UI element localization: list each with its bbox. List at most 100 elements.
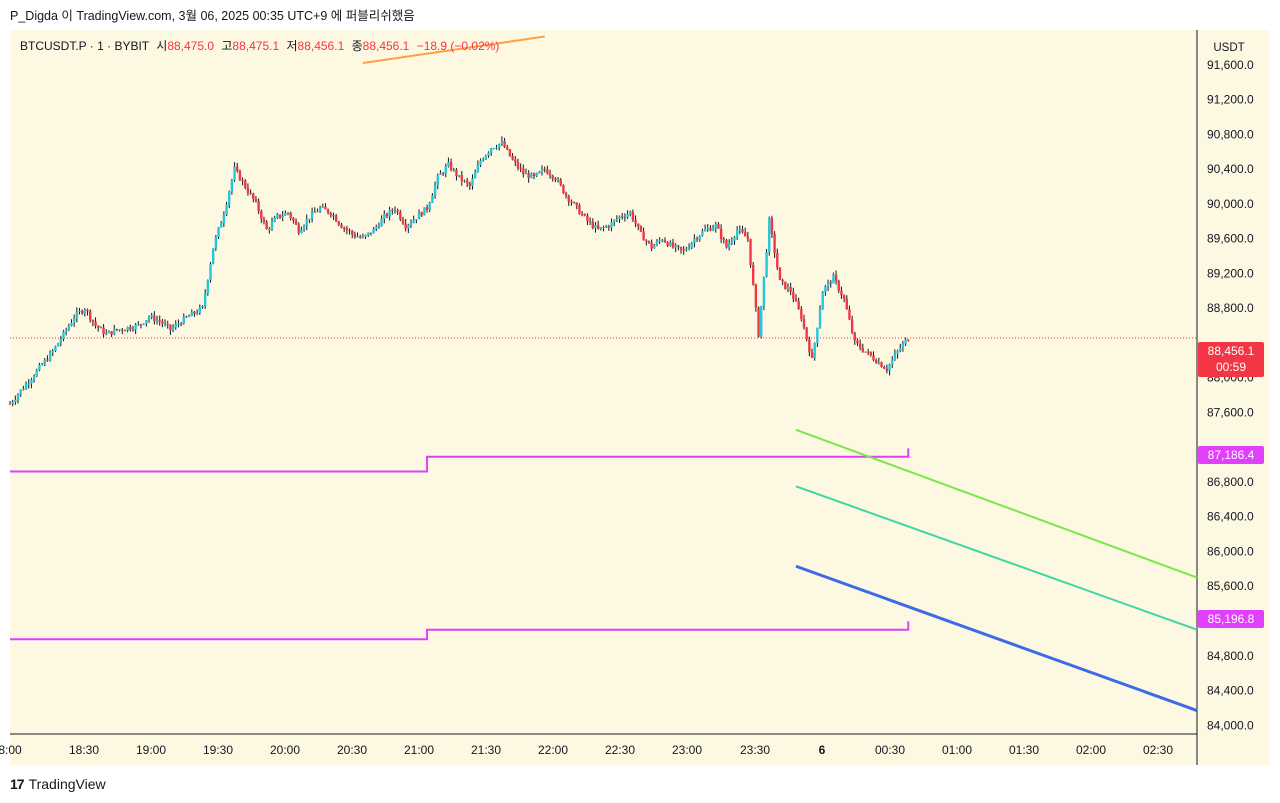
candle-body bbox=[813, 343, 816, 358]
candle-body bbox=[238, 170, 242, 181]
candle-body bbox=[519, 167, 522, 169]
candle-body bbox=[228, 191, 231, 205]
candle-body bbox=[719, 228, 723, 239]
candle-body bbox=[201, 306, 204, 308]
candle-body bbox=[367, 232, 370, 236]
close-value: 88,456.1 bbox=[362, 39, 410, 53]
candle-body bbox=[615, 219, 619, 221]
candle-body bbox=[276, 214, 279, 218]
candle-body bbox=[425, 207, 429, 210]
candle-body bbox=[770, 218, 774, 234]
candle-body bbox=[305, 219, 308, 226]
x-tick-label: 20:00 bbox=[270, 743, 300, 757]
candle-body bbox=[888, 364, 891, 371]
candle-body bbox=[629, 211, 632, 215]
candle-body bbox=[551, 175, 554, 179]
x-tick-label: 21:30 bbox=[471, 743, 501, 757]
tradingview-logo[interactable]: 17 TradingView bbox=[10, 774, 106, 794]
candle-body bbox=[514, 159, 517, 162]
candle-body bbox=[230, 179, 234, 192]
low-value: 88,456.1 bbox=[297, 39, 345, 53]
candle-body bbox=[893, 353, 897, 360]
level-line bbox=[10, 621, 910, 641]
candle-body bbox=[158, 320, 161, 322]
candle-body bbox=[423, 207, 426, 216]
candle-body bbox=[848, 309, 851, 320]
x-tick-label: 00:30 bbox=[875, 743, 905, 757]
candle-body bbox=[401, 219, 405, 224]
candle-body bbox=[778, 267, 782, 280]
candle-body bbox=[562, 184, 565, 194]
candle-body bbox=[19, 389, 22, 395]
current-price-tag: 88,456.1 00:59 bbox=[1198, 342, 1264, 377]
y-tick-label: 90,000.0 bbox=[1207, 197, 1254, 211]
candle-body bbox=[604, 226, 608, 228]
level-line bbox=[10, 448, 910, 473]
candle-body bbox=[500, 140, 504, 145]
candle-body bbox=[829, 282, 832, 284]
candle-body bbox=[8, 403, 12, 405]
candle-body bbox=[310, 211, 314, 219]
candle-body bbox=[727, 243, 731, 248]
candle-body bbox=[439, 173, 442, 176]
currency-button[interactable]: USDT bbox=[1213, 42, 1245, 54]
candle-body bbox=[802, 318, 806, 328]
candle-body bbox=[599, 227, 603, 229]
candle-body bbox=[508, 149, 512, 157]
candle-body bbox=[698, 235, 701, 240]
y-tick-label: 90,400.0 bbox=[1207, 162, 1254, 176]
candle-body bbox=[826, 282, 830, 287]
candle-body bbox=[134, 324, 137, 330]
candle-body bbox=[465, 180, 469, 184]
candle-body bbox=[591, 221, 595, 229]
candle-body bbox=[297, 224, 300, 233]
candle-body bbox=[385, 214, 389, 217]
candle-body bbox=[883, 367, 886, 369]
y-tick-label: 91,200.0 bbox=[1207, 93, 1254, 107]
candle-body bbox=[642, 231, 645, 241]
candle-body bbox=[153, 315, 156, 322]
candle-body bbox=[380, 218, 383, 227]
candle-body bbox=[511, 156, 514, 160]
candle-body bbox=[575, 202, 578, 206]
candle-body bbox=[899, 348, 902, 351]
candle-body bbox=[530, 173, 533, 179]
candle-body bbox=[195, 313, 199, 315]
x-tick-label: 19:30 bbox=[203, 743, 233, 757]
x-tick-label: 8:00 bbox=[0, 743, 22, 757]
candle-body bbox=[682, 249, 685, 251]
candle-body bbox=[498, 144, 501, 148]
candle-body bbox=[548, 173, 552, 176]
candle-body bbox=[583, 214, 586, 216]
candle-body bbox=[618, 216, 621, 220]
chart-area[interactable] bbox=[10, 30, 1270, 765]
candle-body bbox=[522, 168, 525, 175]
candle-body bbox=[532, 173, 536, 177]
candle-body bbox=[623, 217, 627, 219]
candle-body bbox=[126, 326, 129, 331]
x-tick-label: 02:00 bbox=[1076, 743, 1106, 757]
candle-body bbox=[866, 351, 870, 353]
candle-body bbox=[105, 333, 108, 335]
candle-body bbox=[711, 228, 715, 231]
x-tick-label: 22:30 bbox=[605, 743, 635, 757]
candle-body bbox=[821, 291, 824, 310]
y-tick-label: 85,600.0 bbox=[1207, 579, 1254, 593]
y-tick-label: 89,200.0 bbox=[1207, 266, 1254, 280]
candle-body bbox=[32, 376, 36, 380]
candle-body bbox=[300, 229, 303, 233]
candle-body bbox=[11, 402, 14, 404]
candle-body bbox=[460, 175, 464, 182]
candle-body bbox=[407, 224, 410, 229]
y-tick-label: 87,600.0 bbox=[1207, 405, 1254, 419]
symbol-legend: BTCUSDT.P · 1 · BYBIT 시88,475.0 고88,475.… bbox=[20, 37, 499, 55]
candle-body bbox=[396, 210, 399, 212]
candle-body bbox=[816, 327, 819, 344]
candle-body bbox=[278, 214, 282, 218]
candle-body bbox=[187, 316, 191, 318]
low-label: 저 bbox=[286, 39, 298, 53]
y-tick-label: 91,600.0 bbox=[1207, 58, 1254, 72]
candle-body bbox=[361, 236, 365, 238]
symbol-name[interactable]: BTCUSDT.P · 1 · BYBIT bbox=[20, 39, 149, 53]
